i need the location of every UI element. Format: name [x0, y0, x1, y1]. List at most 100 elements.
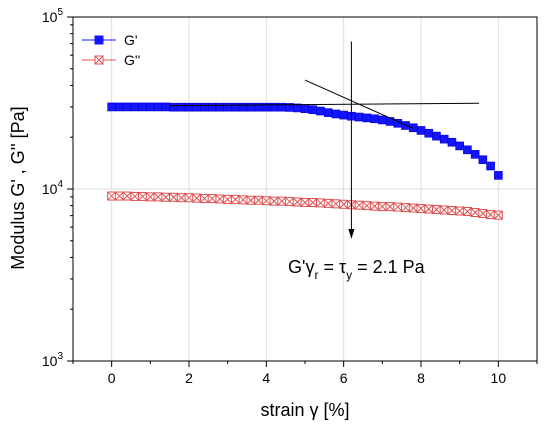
- data-point: [300, 197, 310, 207]
- marker-cross-b: [447, 206, 457, 215]
- data-point: [339, 110, 348, 120]
- data-point: [470, 150, 480, 159]
- data-point: [269, 196, 279, 206]
- data-point: [378, 115, 387, 125]
- y-tick-label: 105: [42, 7, 64, 25]
- legend-label-g-prime: G': [124, 32, 138, 48]
- marker-cross-b: [261, 196, 271, 206]
- marker-cross-b: [308, 198, 318, 207]
- data-point: [153, 102, 163, 112]
- data-point: [246, 102, 256, 112]
- data-point: [493, 210, 503, 220]
- data-point: [176, 102, 186, 112]
- data-point: [230, 194, 240, 204]
- arrowhead: [348, 229, 355, 240]
- y-tick-base: 10: [42, 9, 58, 25]
- x-tick-label: 2: [185, 370, 193, 386]
- data-point: [146, 102, 155, 112]
- marker-cross-b: [432, 205, 441, 214]
- y-tick-base: 10: [42, 353, 58, 369]
- marker-cross-b: [393, 202, 403, 212]
- data-point: [393, 202, 403, 212]
- data-point: [254, 102, 263, 112]
- data-point: [431, 205, 441, 215]
- data-point: [130, 191, 140, 201]
- data-point: [439, 134, 449, 144]
- annotation-lines: [169, 41, 480, 240]
- data-point: [455, 141, 464, 151]
- y-tick-exponent: 5: [57, 7, 63, 18]
- marker-cross-b: [478, 209, 488, 218]
- marker-cross-b: [246, 195, 256, 205]
- data-point: [145, 192, 155, 202]
- data-point: [300, 104, 310, 113]
- data-point: [408, 203, 418, 213]
- data-point: [308, 105, 318, 115]
- yield-stress-annotation: G'γr = τy = 2.1 Pa: [288, 257, 426, 282]
- marker-cross-b: [463, 207, 472, 216]
- marker-cross-b: [408, 203, 418, 213]
- marker-cross-b: [300, 198, 310, 207]
- data-point: [478, 155, 488, 165]
- data-point: [424, 204, 434, 214]
- marker-cross-b: [323, 199, 333, 208]
- data-point: [447, 205, 457, 215]
- data-point: [462, 206, 472, 216]
- marker-cross-b: [161, 192, 171, 202]
- series-g-prime: [107, 102, 503, 180]
- data-point: [316, 106, 325, 116]
- marker-cross-b: [292, 197, 302, 207]
- data-point: [122, 102, 132, 112]
- data-point: [463, 145, 472, 155]
- data-point: [207, 102, 217, 112]
- annotation-part-main: G': [288, 257, 305, 277]
- x-axis-title: strain γ [%]: [260, 400, 349, 420]
- data-point: [254, 195, 264, 205]
- data-point: [494, 171, 503, 180]
- data-point: [377, 202, 387, 212]
- annotation-line: [169, 102, 480, 107]
- legend-label-g-double-prime: G'': [124, 52, 140, 68]
- marker-cross-b: [486, 210, 495, 219]
- marker-cross-b: [354, 200, 364, 210]
- marker-cross-b: [130, 192, 140, 201]
- data-point: [199, 194, 209, 204]
- data-point: [339, 199, 349, 209]
- marker-cross-b: [470, 208, 480, 217]
- marker-cross-b: [122, 191, 132, 201]
- y-tick-label: 103: [42, 351, 64, 369]
- marker-cross-b: [115, 191, 124, 201]
- data-point: [455, 206, 465, 216]
- data-point: [478, 209, 488, 219]
- data-point: [192, 193, 202, 203]
- x-tick-label: 0: [108, 370, 116, 386]
- marker-cross-b: [192, 193, 202, 203]
- data-point: [238, 195, 248, 205]
- legend-marker-g-double-prime: [94, 55, 104, 65]
- marker-cross-b: [269, 196, 279, 206]
- data-point: [486, 210, 496, 220]
- data-point: [486, 161, 495, 171]
- data-point: [439, 205, 449, 215]
- data-point: [176, 193, 186, 203]
- annotation-part-end: = 2.1 Pa: [352, 257, 426, 277]
- data-point: [246, 195, 256, 205]
- y-tick-label: 104: [42, 179, 64, 197]
- data-point: [277, 196, 287, 206]
- marker-cross-b: [277, 196, 287, 206]
- data-point: [138, 191, 148, 201]
- data-point: [354, 200, 364, 210]
- data-point: [261, 196, 271, 206]
- data-point: [447, 137, 457, 147]
- data-point: [323, 198, 333, 208]
- marker-cross-b: [385, 202, 395, 211]
- annotation-gamma: γ: [305, 257, 314, 277]
- legend-entry-g-prime: G': [82, 32, 138, 48]
- y-tick-base: 10: [42, 181, 58, 197]
- marker-cross-b: [455, 206, 465, 216]
- data-point: [416, 204, 426, 214]
- marker-cross-b: [223, 195, 233, 204]
- marker-cross-b: [238, 195, 248, 205]
- marker-cross-b: [153, 192, 163, 202]
